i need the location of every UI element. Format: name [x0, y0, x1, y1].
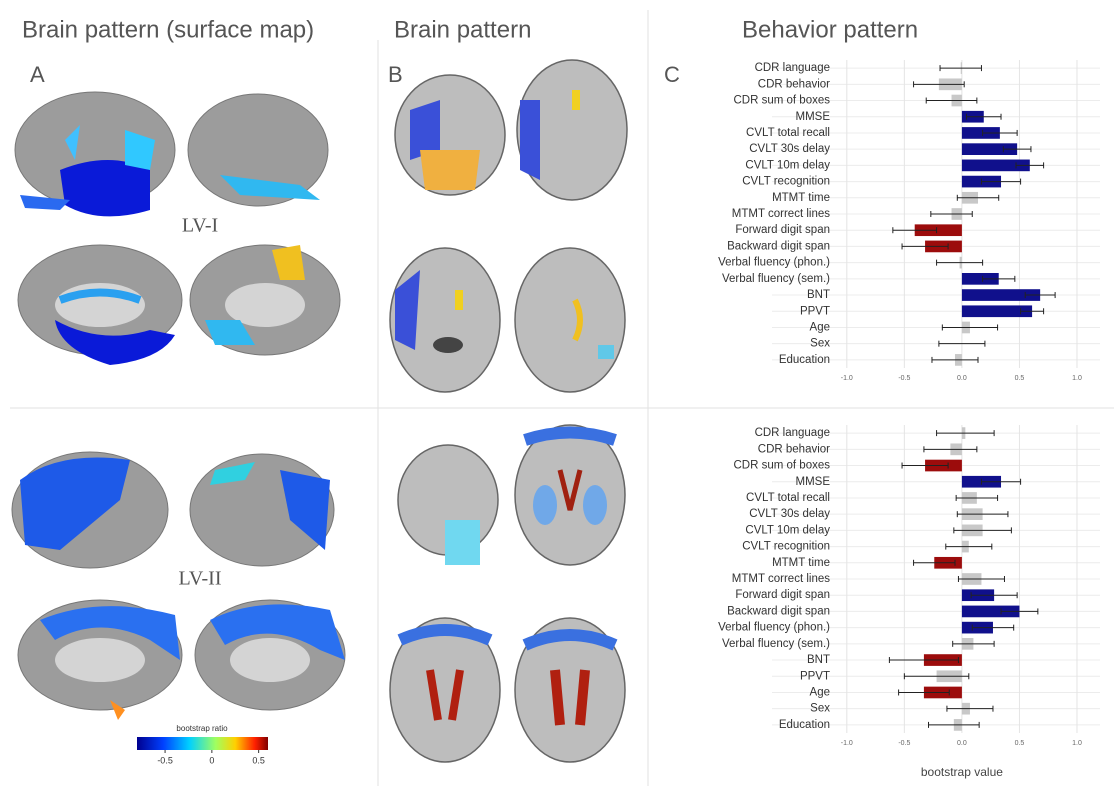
category-label: Education — [779, 719, 830, 731]
x-tick-label: -1.0 — [841, 740, 853, 747]
panel-letter: C — [664, 62, 680, 87]
colorbar-gradient — [137, 737, 268, 750]
category-label: CVLT 30s delay — [749, 143, 830, 155]
panel-letter: A — [30, 62, 45, 87]
category-label: MMSE — [796, 476, 831, 488]
category-label: Backward digit span — [727, 605, 830, 617]
panel-title: Brain pattern (surface map) — [22, 16, 314, 43]
category-label: CVLT recognition — [742, 176, 830, 188]
category-label: CVLT recognition — [742, 541, 830, 553]
category-label: Sex — [810, 338, 830, 350]
lv-label: LV-II — [179, 568, 222, 590]
panel-title: Behavior pattern — [742, 16, 918, 43]
category-label: MTMT correct lines — [732, 573, 830, 585]
x-tick-label: -1.0 — [841, 375, 853, 382]
colorbar-tick-label: -0.5 — [157, 755, 173, 765]
x-tick-label: 0.5 — [1015, 375, 1025, 382]
category-label: CDR behavior — [758, 443, 830, 455]
category-label: Forward digit span — [735, 224, 830, 236]
figure: Brain pattern (surface map) Brain patter… — [0, 0, 1114, 786]
category-label: CDR language — [755, 62, 830, 74]
category-label: BNT — [807, 654, 830, 666]
category-label: Forward digit span — [735, 589, 830, 601]
lv-label: LV-I — [182, 215, 218, 237]
category-label: Education — [779, 354, 830, 366]
x-tick-label: 1.0 — [1072, 375, 1082, 382]
panel-letter: B — [388, 62, 403, 87]
category-label: CDR behavior — [758, 78, 830, 90]
category-label: MTMT correct lines — [732, 208, 830, 220]
category-label: Age — [810, 322, 830, 334]
category-label: PPVT — [800, 305, 830, 317]
category-label: Verbal fluency (sem.) — [722, 638, 830, 650]
category-label: CDR sum of boxes — [733, 460, 830, 472]
category-label: BNT — [807, 289, 830, 301]
category-label: CVLT total recall — [746, 127, 830, 139]
category-label: Verbal fluency (phon.) — [718, 257, 830, 269]
category-label: Verbal fluency (phon.) — [718, 622, 830, 634]
category-label: PPVT — [800, 670, 830, 682]
category-label: Backward digit span — [727, 240, 830, 252]
colorbar-tick-label: 0 — [209, 755, 214, 765]
category-label: MTMT time — [772, 192, 830, 204]
x-tick-label: 0.5 — [1015, 740, 1025, 747]
axial-slices — [390, 60, 627, 762]
x-tick-label: -0.5 — [898, 740, 910, 747]
category-label: Sex — [810, 703, 830, 715]
category-label: CVLT 10m delay — [745, 524, 830, 536]
category-label: CVLT 30s delay — [749, 508, 830, 520]
x-axis-label: bootstrap value — [921, 765, 1003, 779]
x-tick-label: 0.0 — [957, 375, 967, 382]
category-label: Verbal fluency (sem.) — [722, 273, 830, 285]
category-label: Age — [810, 687, 830, 699]
panel-title: Brain pattern — [394, 16, 531, 43]
category-label: CVLT 10m delay — [745, 159, 830, 171]
colorbar-label: bootstrap ratio — [176, 724, 228, 733]
category-label: MMSE — [796, 111, 831, 123]
category-label: CDR language — [755, 427, 830, 439]
x-tick-label: -0.5 — [898, 375, 910, 382]
x-tick-label: 1.0 — [1072, 740, 1082, 747]
category-label: CDR sum of boxes — [733, 95, 830, 107]
x-tick-label: 0.0 — [957, 740, 967, 747]
colorbar-tick-label: 0.5 — [252, 755, 265, 765]
surface-maps — [12, 92, 345, 720]
colorbar: bootstrap ratio — [137, 724, 268, 750]
category-label: CVLT total recall — [746, 492, 830, 504]
category-label: MTMT time — [772, 557, 830, 569]
